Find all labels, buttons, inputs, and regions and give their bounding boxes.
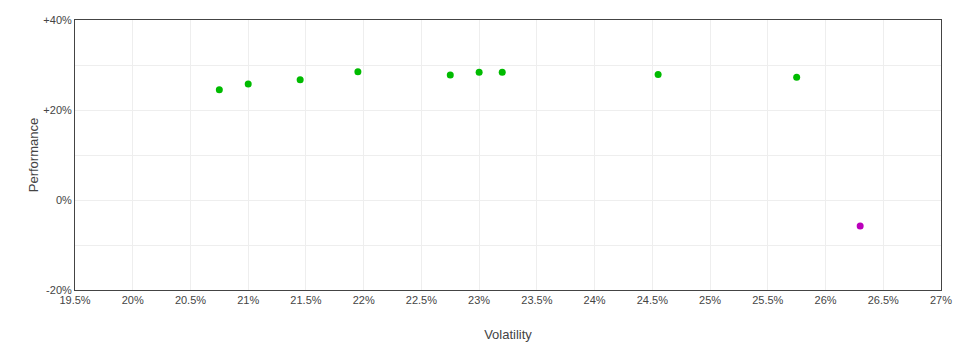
svg-text:20%: 20% <box>122 294 144 306</box>
svg-text:26%: 26% <box>815 294 837 306</box>
svg-text:23.5%: 23.5% <box>521 294 552 306</box>
svg-text:25%: 25% <box>699 294 721 306</box>
svg-text:25.5%: 25.5% <box>752 294 783 306</box>
svg-text:26.5%: 26.5% <box>868 294 899 306</box>
svg-text:27%: 27% <box>930 294 952 306</box>
svg-text:Performance: Performance <box>26 118 41 192</box>
svg-text:-20%: -20% <box>46 284 72 296</box>
svg-text:21.5%: 21.5% <box>290 294 321 306</box>
svg-text:19.5%: 19.5% <box>59 294 90 306</box>
svg-text:24.5%: 24.5% <box>637 294 668 306</box>
svg-text:23%: 23% <box>468 294 490 306</box>
svg-text:20.5%: 20.5% <box>175 294 206 306</box>
svg-text:0%: 0% <box>56 194 72 206</box>
svg-text:+40%: +40% <box>43 14 72 26</box>
svg-text:22.5%: 22.5% <box>406 294 437 306</box>
svg-text:21%: 21% <box>237 294 259 306</box>
svg-text:Volatility: Volatility <box>484 327 532 342</box>
svg-text:+20%: +20% <box>43 104 72 116</box>
svg-text:22%: 22% <box>353 294 375 306</box>
svg-text:24%: 24% <box>584 294 606 306</box>
